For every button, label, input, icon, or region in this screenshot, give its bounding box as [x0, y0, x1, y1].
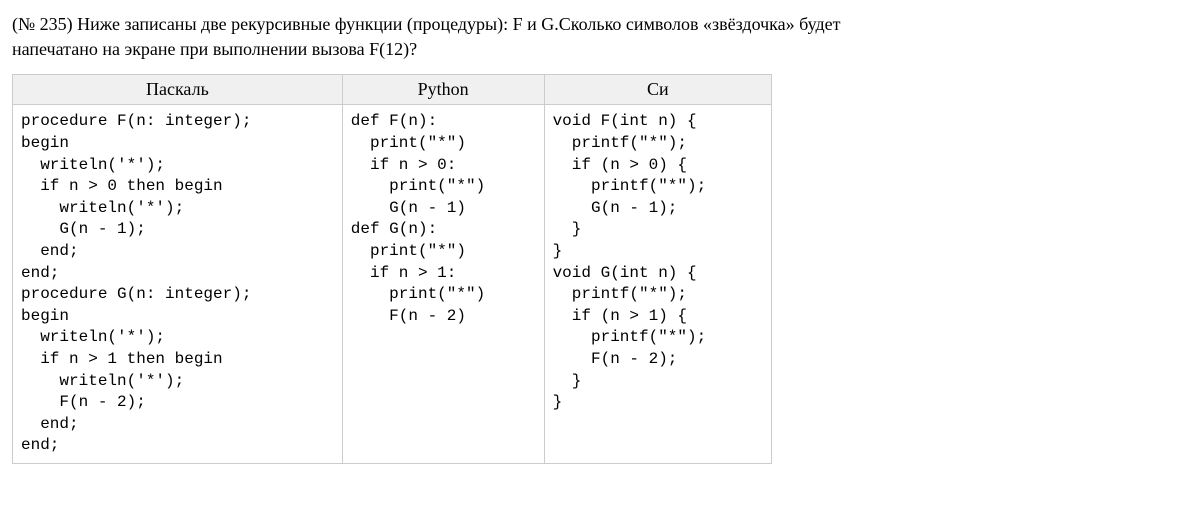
code-table: Паскаль Python Си procedure F(n: integer…: [12, 74, 772, 464]
code-c: void F(int n) { printf("*"); if (n > 0) …: [544, 105, 771, 464]
code-pascal: procedure F(n: integer); begin writeln('…: [13, 105, 343, 464]
table-header-row: Паскаль Python Си: [13, 75, 772, 105]
question-text: (№ 235) Ниже записаны две рекурсивные фу…: [12, 12, 1188, 62]
table-row: procedure F(n: integer); begin writeln('…: [13, 105, 772, 464]
header-c: Си: [544, 75, 771, 105]
question-line2: напечатано на экране при выполнении вызо…: [12, 39, 417, 59]
header-pascal: Паскаль: [13, 75, 343, 105]
header-python: Python: [342, 75, 544, 105]
code-python: def F(n): print("*") if n > 0: print("*"…: [342, 105, 544, 464]
question-line1: (№ 235) Ниже записаны две рекурсивные фу…: [12, 14, 840, 34]
